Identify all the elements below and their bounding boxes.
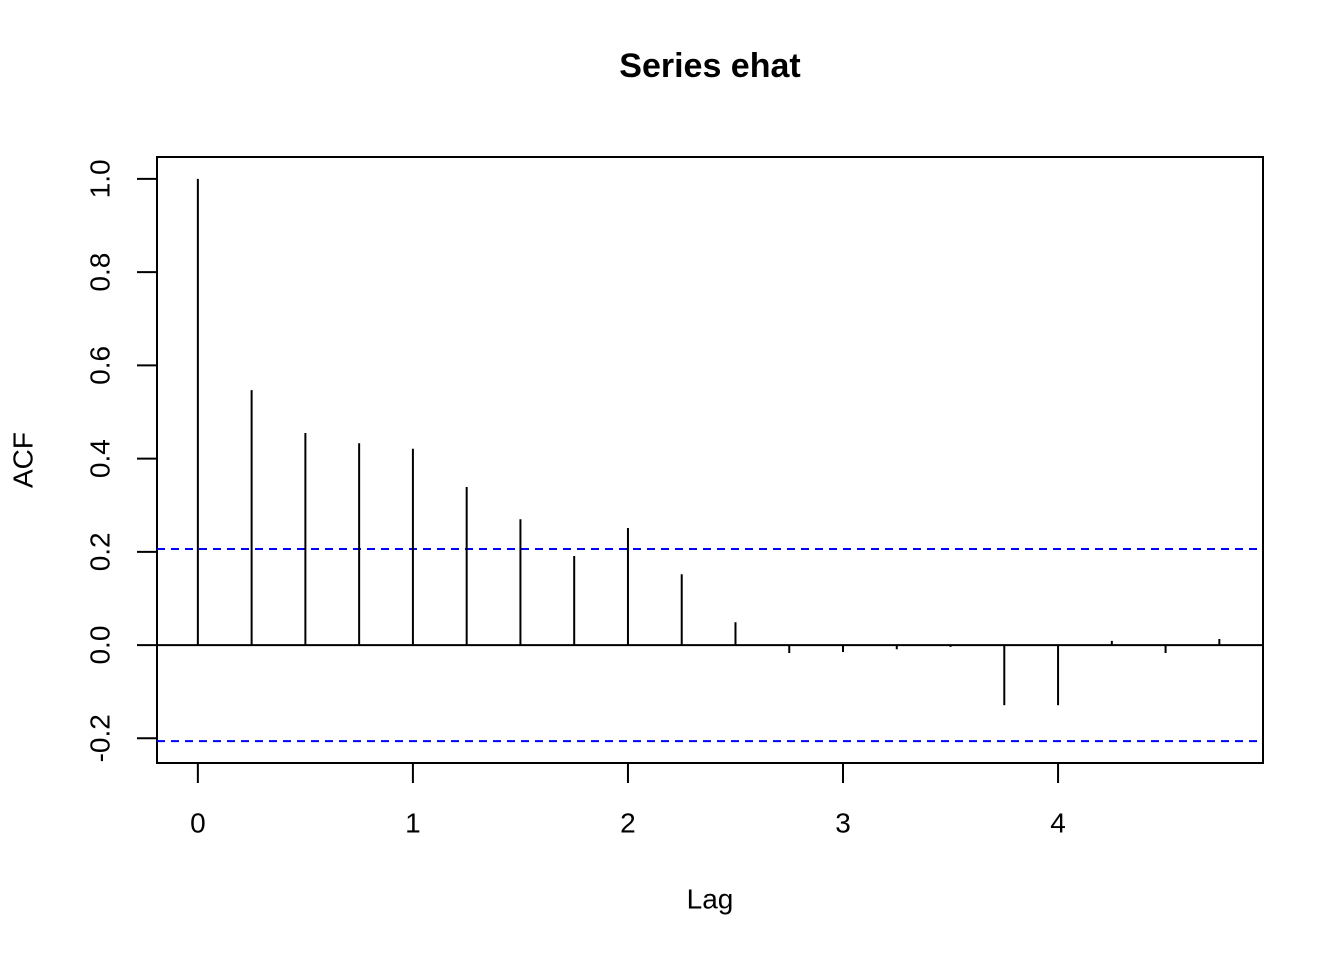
y-axis-label: ACF xyxy=(7,432,38,488)
y-tick-label: -0.2 xyxy=(84,714,115,762)
y-tick-label: 0.2 xyxy=(84,532,115,571)
y-tick-label: 0.6 xyxy=(84,346,115,385)
x-tick-label: 2 xyxy=(620,807,636,838)
chart-title: Series ehat xyxy=(619,47,800,85)
y-tick-label: 1.0 xyxy=(84,159,115,198)
y-tick-label: 0.0 xyxy=(84,626,115,665)
plot-frame xyxy=(156,156,1264,764)
x-tick-label: 4 xyxy=(1050,807,1066,838)
x-tick-label: 1 xyxy=(405,807,421,838)
y-tick-label: 0.8 xyxy=(84,253,115,292)
x-axis-label: Lag xyxy=(687,883,734,914)
y-tick-label: 0.4 xyxy=(84,439,115,478)
x-tick-label: 0 xyxy=(190,807,206,838)
x-tick-label: 3 xyxy=(835,807,851,838)
